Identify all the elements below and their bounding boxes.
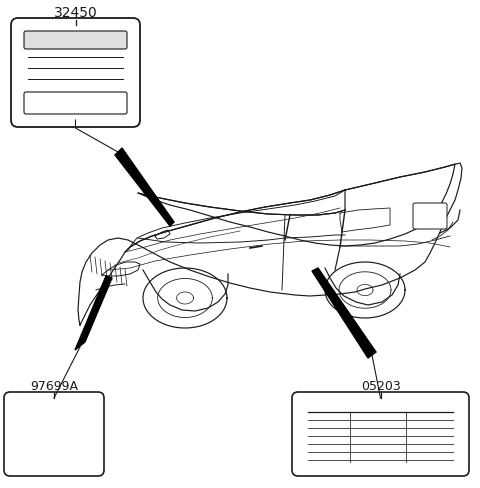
FancyBboxPatch shape [413, 203, 447, 229]
FancyBboxPatch shape [4, 392, 104, 476]
Text: 97699A: 97699A [30, 380, 78, 392]
Text: 32450: 32450 [54, 6, 97, 20]
FancyBboxPatch shape [11, 18, 140, 127]
FancyBboxPatch shape [292, 392, 469, 476]
Text: 05203: 05203 [360, 380, 400, 392]
FancyBboxPatch shape [24, 31, 127, 49]
Polygon shape [75, 276, 112, 350]
Polygon shape [115, 148, 174, 226]
FancyBboxPatch shape [24, 92, 127, 114]
Polygon shape [312, 268, 376, 358]
